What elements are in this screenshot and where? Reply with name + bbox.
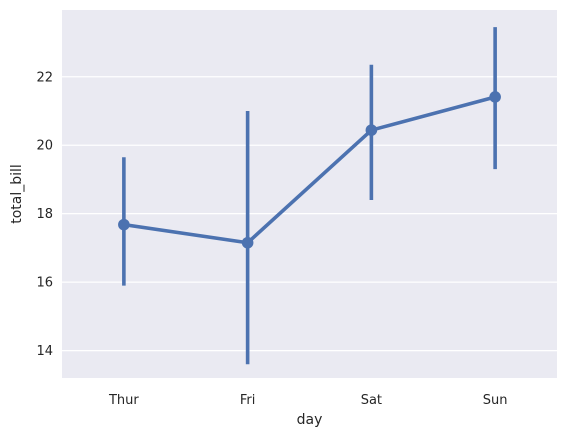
y-tick-label: 22 <box>36 70 53 85</box>
x-tick-label: Thur <box>108 393 139 408</box>
y-tick-label: 18 <box>36 207 53 222</box>
series-total-bill <box>118 27 501 365</box>
x-axis-label: day <box>297 412 323 428</box>
data-point <box>365 124 378 136</box>
y-tick-label: 14 <box>36 344 53 359</box>
y-tick-label: 16 <box>36 276 53 291</box>
series-line <box>123 95 496 245</box>
x-tick-label: Fri <box>240 393 256 408</box>
y-tick-labels: 14 16 18 20 22 <box>36 70 53 359</box>
plot-area <box>62 10 557 378</box>
y-tick-label: 20 <box>36 139 53 154</box>
x-tick-labels: Thur Fri Sat Sun <box>108 393 508 408</box>
x-tick-label: Sun <box>483 393 508 408</box>
x-tick-label: Sat <box>361 393 382 408</box>
y-axis-label: total_bill <box>9 164 25 224</box>
data-point <box>489 91 501 103</box>
data-point <box>241 236 254 249</box>
data-point <box>118 218 130 231</box>
grid-lines <box>62 76 557 352</box>
